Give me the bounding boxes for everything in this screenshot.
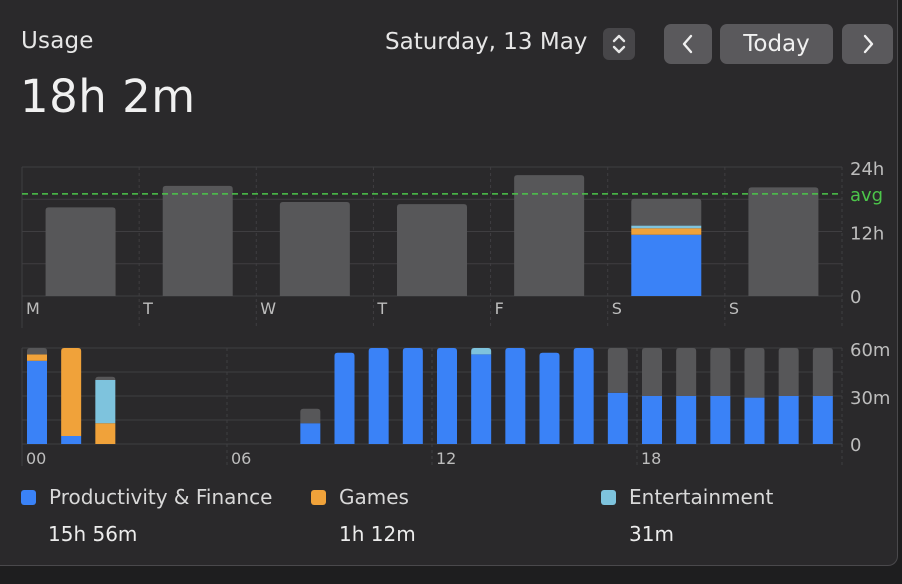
x-tick-label: 06 xyxy=(231,449,251,468)
weekly-bar-segment xyxy=(162,185,233,296)
legend-label: Productivity & Finance xyxy=(49,485,273,509)
hourly-bar-segment xyxy=(334,352,355,444)
usage-total: 18h 2m xyxy=(20,70,196,123)
day-label: M xyxy=(26,299,40,318)
weekly-bar-segment xyxy=(514,175,585,296)
hourly-bar-segment xyxy=(778,348,799,396)
day-label: T xyxy=(142,299,153,318)
hourly-bar-segment xyxy=(27,360,47,444)
y-tick-label: 60m xyxy=(850,340,890,361)
weekly-bar-segment xyxy=(631,198,702,226)
y-tick-label: 24h xyxy=(850,159,884,180)
weekly-bar-segment xyxy=(748,187,819,296)
hourly-bar-segment xyxy=(812,348,833,396)
hourly-bar-segment xyxy=(676,348,697,396)
hourly-bar-segment xyxy=(710,348,731,396)
hourly-bar-segment xyxy=(95,380,116,424)
y-tick-label: 30m xyxy=(850,388,890,409)
y-tick-label: 0 xyxy=(850,435,861,456)
day-label: F xyxy=(495,299,504,318)
x-tick-label: 18 xyxy=(641,449,661,468)
legend-productivity: Productivity & Finance xyxy=(21,485,272,509)
x-tick-label: 00 xyxy=(26,449,46,468)
day-label: W xyxy=(260,299,276,318)
hourly-bar-segment xyxy=(539,352,560,444)
legend-label: Games xyxy=(339,485,409,509)
hourly-bar-segment xyxy=(300,408,321,424)
previous-day-button[interactable] xyxy=(664,24,712,64)
weekly-bar-segment xyxy=(631,225,702,229)
hourly-bar-segment xyxy=(437,348,457,444)
hourly-bar-segment xyxy=(744,397,765,444)
next-day-button[interactable] xyxy=(842,24,893,64)
selected-date[interactable]: Saturday, 13 May xyxy=(385,29,588,55)
today-button[interactable]: Today xyxy=(720,24,833,64)
weekly-usage-chart: M T W T F S S 24h 12h 0 avg xyxy=(21,159,884,328)
hourly-bar-segment xyxy=(642,396,662,444)
date-stepper[interactable] xyxy=(603,28,635,60)
hourly-bar-segment xyxy=(61,436,82,444)
weekly-bar-segment xyxy=(45,207,116,296)
up-down-chevron-icon xyxy=(612,34,626,54)
hourly-bar-segment xyxy=(607,348,628,393)
hourly-bar-segment xyxy=(607,392,628,444)
chevron-right-icon xyxy=(863,34,873,54)
x-tick-label: 12 xyxy=(436,449,456,468)
hourly-bar-segment xyxy=(95,423,116,444)
games-swatch xyxy=(311,489,326,505)
hourly-bar-segment xyxy=(402,348,423,444)
hourly-bar-segment xyxy=(676,396,697,444)
y-tick-label: 12h xyxy=(850,224,884,245)
legend-entertainment: Entertainment xyxy=(601,485,773,509)
avg-label: avg xyxy=(850,185,883,206)
hourly-bar-segment xyxy=(505,348,526,444)
hourly-bar-segment xyxy=(573,348,594,444)
day-label: S xyxy=(729,299,739,318)
productivity-swatch xyxy=(21,489,36,505)
y-tick-label: 0 xyxy=(850,287,861,308)
hourly-bar-segment xyxy=(368,348,389,444)
day-label: S xyxy=(612,299,622,318)
hourly-bar-segment xyxy=(471,348,492,355)
hourly-bar-segment xyxy=(812,396,833,444)
day-label: T xyxy=(376,299,387,318)
weekly-bar-segment xyxy=(397,204,467,296)
entertainment-total: 31m xyxy=(629,522,674,546)
hourly-bar-segment xyxy=(61,348,82,436)
productivity-total: 15h 56m xyxy=(48,522,138,546)
usage-title: Usage xyxy=(21,28,94,54)
entertainment-swatch xyxy=(601,489,616,505)
hourly-bar-segment xyxy=(778,396,799,444)
legend-games: Games xyxy=(311,485,409,509)
weekly-bar-segment xyxy=(631,228,702,235)
hourly-bar-segment xyxy=(300,423,321,444)
hourly-bar-segment xyxy=(744,348,765,398)
hourly-bar-segment xyxy=(27,348,47,355)
games-total: 1h 12m xyxy=(339,522,416,546)
usage-charts: M T W T F S S 24h 12h 0 avg 00 06 12 18 60m 30m 0 xyxy=(21,159,890,468)
chevron-left-icon xyxy=(682,34,693,54)
hourly-bar-segment xyxy=(27,354,47,361)
usage-panel: Usage 18h 2m Saturday, 13 May Today M T W T… xyxy=(0,0,898,566)
legend-label: Entertainment xyxy=(629,485,774,509)
hourly-usage-chart: 00 06 12 18 60m 30m 0 xyxy=(21,340,890,468)
weekly-bar-segment xyxy=(279,201,350,296)
weekly-bar-segment xyxy=(631,234,702,296)
hourly-bar-segment xyxy=(471,354,492,444)
hourly-bar-segment xyxy=(642,348,662,396)
hourly-bar-segment xyxy=(95,376,116,380)
hourly-bar-segment xyxy=(710,396,731,444)
